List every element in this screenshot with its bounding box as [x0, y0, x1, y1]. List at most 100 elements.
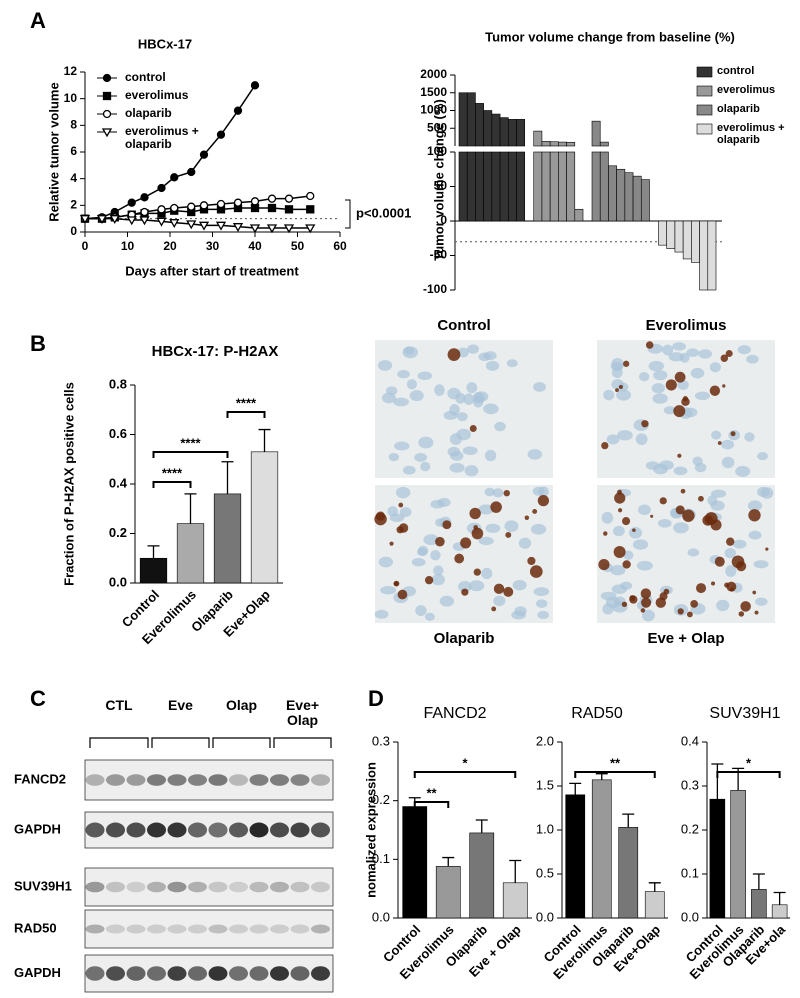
nucleus [416, 547, 428, 557]
bar [616, 168, 626, 222]
stain [505, 531, 512, 538]
chart-title: HBCx-17: P-H2AX [152, 343, 279, 360]
legend-label: everolimus [125, 88, 189, 102]
error-bar [622, 813, 635, 828]
bar-upper [599, 141, 609, 147]
nucleus [402, 465, 416, 475]
significance-label: **** [162, 465, 183, 480]
y-tick-label: 0.0 [109, 574, 127, 589]
stain [680, 488, 686, 494]
stain [622, 560, 631, 569]
chart-title: FANCD2 [423, 705, 486, 722]
nucleus [694, 391, 710, 401]
nucleus [504, 520, 519, 532]
stain [690, 600, 698, 608]
nucleus [732, 539, 747, 549]
nucleus [652, 393, 668, 404]
y-tick-label: 0.3 [372, 733, 390, 748]
nucleus [747, 500, 763, 512]
x-tick-label: 50 [291, 239, 305, 253]
blot-band [126, 774, 146, 786]
nucleus [457, 412, 468, 422]
stain [650, 514, 654, 518]
blot-band [208, 924, 228, 934]
bar [666, 220, 676, 249]
error-bar [442, 856, 455, 867]
nucleus [725, 565, 737, 577]
bar [176, 523, 205, 584]
stain [736, 561, 747, 572]
nucleus [485, 523, 501, 533]
nucleus [645, 461, 660, 470]
nucleus [466, 382, 478, 394]
nucleus [493, 595, 506, 607]
nucleus [618, 382, 629, 392]
group-bracket [151, 737, 210, 748]
blot-band [311, 881, 330, 893]
group-bracket [212, 737, 271, 748]
group-bracket [89, 737, 149, 748]
legend-label: control [717, 65, 755, 77]
blot-band [106, 774, 125, 786]
significance-label: ** [426, 785, 437, 800]
nucleus [638, 504, 651, 516]
data-point [199, 150, 209, 159]
group-label: Eve [168, 697, 193, 713]
blot-band [270, 966, 289, 981]
y-tick-label: 0.0 [536, 909, 554, 924]
blot-row-label: SUV39H1 [14, 878, 72, 893]
stain [748, 509, 761, 522]
y-tick-label: 12 [64, 64, 78, 78]
y-tick-label: 0.4 [109, 475, 128, 490]
legend-swatch [696, 85, 713, 97]
stain [640, 608, 646, 613]
blot-band [290, 774, 310, 786]
blot-band [85, 966, 105, 981]
blot-band [188, 881, 207, 893]
blot-band [85, 822, 105, 838]
stain [738, 611, 745, 617]
group-label: Olap [225, 697, 258, 713]
bar [682, 220, 692, 260]
stain [442, 520, 452, 530]
nucleus [692, 456, 703, 466]
significance-bracket [413, 801, 450, 808]
stain [460, 537, 472, 549]
nucleus [377, 360, 393, 371]
blot-band [290, 881, 310, 893]
nucleus [447, 387, 461, 400]
bar-upper [566, 141, 576, 147]
error-bar [569, 782, 582, 795]
nucleus [494, 421, 506, 432]
nucleus [639, 372, 650, 382]
blot-band [249, 966, 269, 981]
blot-band [208, 822, 228, 838]
data-point [157, 183, 166, 193]
data-point [233, 106, 243, 115]
y-tick-label: 1.0 [536, 821, 554, 836]
stain [726, 537, 735, 546]
nucleus [388, 452, 400, 462]
nucleus [431, 574, 445, 586]
y-tick-label: 4 [70, 171, 77, 185]
stain [677, 453, 682, 458]
x-axis-label: Days after start of treatment [125, 263, 299, 278]
blot-band [229, 881, 248, 893]
stain [696, 583, 707, 594]
data-point [140, 207, 149, 217]
nucleus [724, 548, 737, 559]
data-point [249, 224, 261, 234]
blot-band [167, 924, 187, 934]
blot-band [208, 774, 228, 786]
y-tick-label: 0.2 [372, 792, 390, 807]
micrograph-label: Control [437, 317, 490, 334]
y-tick-label: 0.1 [372, 851, 390, 866]
stain [618, 508, 623, 513]
blot-strip [84, 867, 334, 907]
bar [608, 165, 617, 222]
data-point [233, 198, 243, 207]
error-bar [221, 461, 234, 494]
data-point [283, 224, 295, 234]
stain [435, 536, 445, 547]
stain [675, 505, 685, 515]
